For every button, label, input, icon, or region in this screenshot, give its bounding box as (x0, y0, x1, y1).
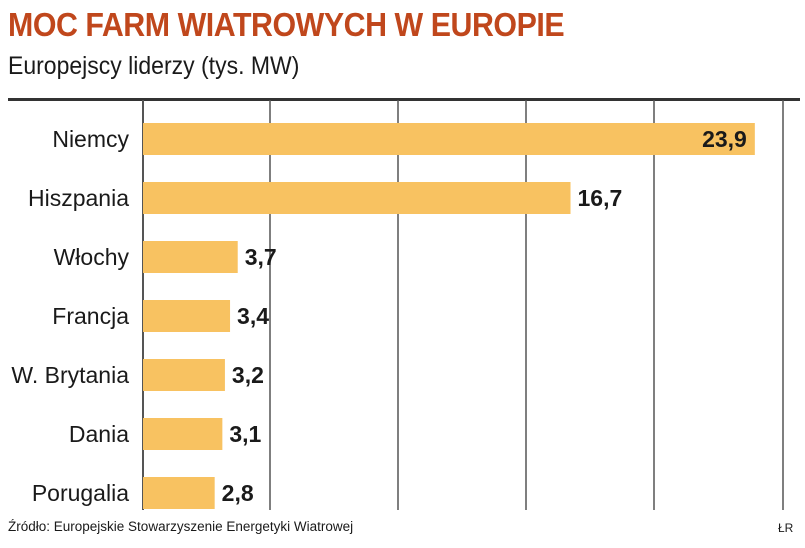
bar (143, 241, 238, 273)
chart-subtitle: Europejscy liderzy (tys. MW) (8, 52, 300, 80)
bar (143, 182, 571, 214)
category-label: Hiszpania (28, 185, 129, 211)
data-label: 3,4 (237, 303, 269, 329)
bar (143, 418, 223, 450)
bar-chart: Niemcy 23,9 Hiszpania 16,7 Włochy 3,7 Francja 3… (11, 100, 784, 510)
category-label: Dania (69, 421, 129, 447)
bar (143, 477, 215, 509)
category-label: W. Brytania (11, 362, 129, 388)
bars (143, 123, 755, 509)
data-label: 16,7 (578, 185, 623, 211)
category-label: Niemcy (52, 126, 129, 152)
category-label: Francja (52, 303, 129, 329)
author-credit: ŁR (778, 521, 794, 535)
data-label: 3,7 (245, 244, 277, 270)
data-label: 23,9 (702, 126, 747, 152)
category-label: Porugalia (32, 480, 129, 506)
data-label: 2,8 (222, 480, 254, 506)
source-note: Źródło: Europejskie Stowarzyszenie Energ… (8, 519, 354, 534)
data-label: 3,2 (232, 362, 264, 388)
bar (143, 123, 755, 155)
bar (143, 359, 225, 391)
category-label: Włochy (54, 244, 130, 270)
labels: Niemcy 23,9 Hiszpania 16,7 Włochy 3,7 Francja 3… (11, 126, 746, 506)
top-divider (8, 98, 800, 101)
bar (143, 300, 231, 332)
data-label: 3,1 (229, 421, 261, 447)
chart-title: MOC FARM WIATROWYCH W EUROPIE (8, 6, 565, 43)
